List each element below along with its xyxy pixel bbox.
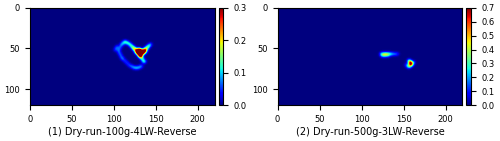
X-axis label: (2) Dry-run-500g-3LW-Reverse: (2) Dry-run-500g-3LW-Reverse — [296, 127, 444, 137]
X-axis label: (1) Dry-run-100g-4LW-Reverse: (1) Dry-run-100g-4LW-Reverse — [48, 127, 197, 137]
